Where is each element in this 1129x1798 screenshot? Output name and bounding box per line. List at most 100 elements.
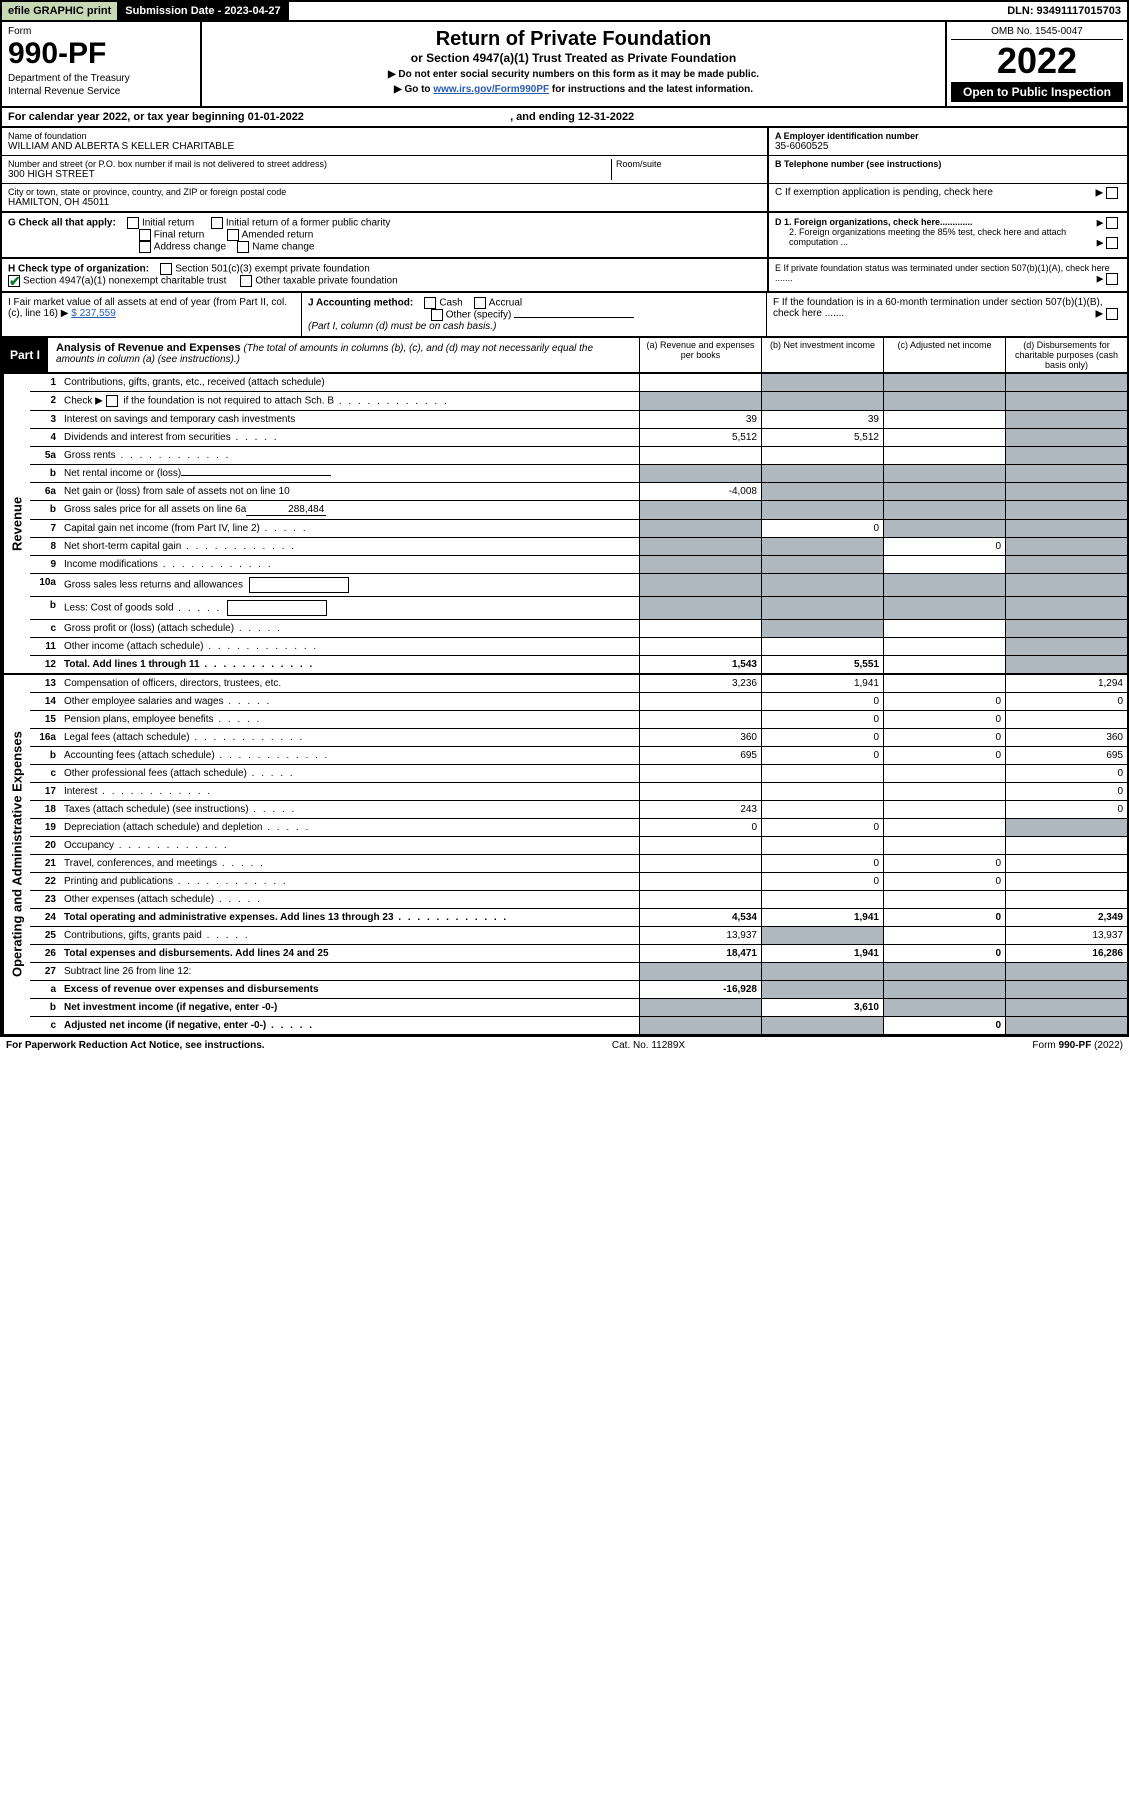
city-value: HAMILTON, OH 45011 — [8, 197, 761, 208]
line-3: Interest on savings and temporary cash i… — [60, 411, 639, 428]
line-23: Other expenses (attach schedule) — [60, 891, 639, 908]
exemption-pending-label: C If exemption application is pending, c… — [775, 187, 993, 198]
f-label: F If the foundation is in a 60-month ter… — [773, 297, 1103, 319]
dln: DLN: 93491117015703 — [1001, 2, 1127, 20]
expenses-grid: Operating and Administrative Expenses 13… — [0, 675, 1129, 1036]
open-to-public: Open to Public Inspection — [951, 82, 1123, 102]
line-19: Depreciation (attach schedule) and deple… — [60, 819, 639, 836]
initial-return-checkbox[interactable] — [127, 217, 139, 229]
calendar-year-row: For calendar year 2022, or tax year begi… — [0, 108, 1129, 128]
identity-block: Name of foundation WILLIAM AND ALBERTA S… — [0, 128, 1129, 213]
col-d-header: (d) Disbursements for charitable purpose… — [1005, 338, 1127, 372]
col-c-header: (c) Adjusted net income — [883, 338, 1005, 372]
other-method-checkbox[interactable] — [431, 309, 443, 321]
line-10a: Gross sales less returns and allowances — [60, 574, 639, 596]
address-change-checkbox[interactable] — [139, 241, 151, 253]
line-1: Contributions, gifts, grants, etc., rece… — [60, 374, 639, 391]
submission-date-label: Submission Date - 2023-04-27 — [119, 2, 288, 20]
address-value: 300 HIGH STREET — [8, 169, 611, 180]
line-26: Total expenses and disbursements. Add li… — [60, 945, 639, 962]
line-16a: Legal fees (attach schedule) — [60, 729, 639, 746]
4947a1-checkbox[interactable] — [8, 275, 20, 287]
omb-number: OMB No. 1545-0047 — [951, 26, 1123, 40]
telephone-label: B Telephone number (see instructions) — [775, 159, 1121, 169]
topbar: efile GRAPHIC print Submission Date - 20… — [0, 0, 1129, 22]
line-5b: Net rental income or (loss) — [60, 465, 639, 482]
g-label: G Check all that apply: — [8, 218, 116, 229]
e-label: E If private foundation status was termi… — [775, 263, 1110, 283]
schb-checkbox[interactable] — [106, 395, 118, 407]
i-label: I Fair market value of all assets at end… — [8, 297, 287, 319]
fmv-value-link[interactable]: $ 237,559 — [71, 308, 116, 319]
line-10c: Gross profit or (loss) (attach schedule) — [60, 620, 639, 637]
line-16b: Accounting fees (attach schedule) — [60, 747, 639, 764]
irs-label: Internal Revenue Service — [8, 86, 194, 97]
other-taxable-checkbox[interactable] — [240, 275, 252, 287]
line-4: Dividends and interest from securities — [60, 429, 639, 446]
final-return-checkbox[interactable] — [139, 229, 151, 241]
room-suite-label: Room/suite — [611, 159, 761, 180]
501c3-checkbox[interactable] — [160, 263, 172, 275]
revenue-section-label: Revenue — [2, 374, 30, 673]
part1-title: Analysis of Revenue and Expenses — [56, 342, 241, 354]
d2-label: 2. Foreign organizations meeting the 85%… — [789, 227, 1066, 247]
g-d-block: G Check all that apply: Initial return I… — [0, 213, 1129, 259]
line-5a: Gross rents — [60, 447, 639, 464]
revenue-grid: Revenue 1Contributions, gifts, grants, e… — [0, 374, 1129, 675]
line-18: Taxes (attach schedule) (see instruction… — [60, 801, 639, 818]
tax-year: 2022 — [951, 40, 1123, 82]
line-17: Interest — [60, 783, 639, 800]
part1-header: Part I Analysis of Revenue and Expenses … — [0, 338, 1129, 374]
e-checkbox[interactable] — [1106, 273, 1118, 285]
h-e-block: H Check type of organization: Section 50… — [0, 259, 1129, 293]
form-ref: Form 990-PF (2022) — [1032, 1040, 1123, 1051]
form-subtitle: or Section 4947(a)(1) Trust Treated as P… — [208, 51, 939, 65]
page-footer: For Paperwork Reduction Act Notice, see … — [0, 1036, 1129, 1054]
i-j-f-row: I Fair market value of all assets at end… — [0, 293, 1129, 338]
ein-value: 35-6060525 — [775, 141, 1121, 152]
city-label: City or town, state or province, country… — [8, 187, 761, 197]
j-label: J Accounting method: — [308, 298, 413, 309]
col-a-header: (a) Revenue and expenses per books — [639, 338, 761, 372]
line-27a: Excess of revenue over expenses and disb… — [60, 981, 639, 998]
initial-return-former-checkbox[interactable] — [211, 217, 223, 229]
h-label: H Check type of organization: — [8, 264, 149, 275]
line-27b: Net investment income (if negative, ente… — [60, 999, 639, 1016]
irs-link[interactable]: www.irs.gov/Form990PF — [433, 84, 549, 95]
col-b-header: (b) Net investment income — [761, 338, 883, 372]
exemption-pending-checkbox[interactable] — [1106, 187, 1118, 199]
address-label: Number and street (or P.O. box number if… — [8, 159, 611, 169]
line-24: Total operating and administrative expen… — [60, 909, 639, 926]
foundation-name: WILLIAM AND ALBERTA S KELLER CHARITABLE — [8, 141, 761, 152]
j-note: (Part I, column (d) must be on cash basi… — [308, 321, 496, 332]
amended-return-checkbox[interactable] — [227, 229, 239, 241]
d2-checkbox[interactable] — [1106, 237, 1118, 249]
form-label: Form — [8, 26, 194, 37]
expenses-section-label: Operating and Administrative Expenses — [2, 675, 30, 1034]
efile-print-button[interactable]: efile GRAPHIC print — [2, 2, 119, 20]
line-10b: Less: Cost of goods sold — [60, 597, 639, 619]
name-change-checkbox[interactable] — [237, 241, 249, 253]
line-25: Contributions, gifts, grants paid — [60, 927, 639, 944]
line-9: Income modifications — [60, 556, 639, 573]
dept-treasury: Department of the Treasury — [8, 73, 194, 84]
d1-checkbox[interactable] — [1106, 217, 1118, 229]
form-header: Form 990-PF Department of the Treasury I… — [0, 22, 1129, 108]
line-11: Other income (attach schedule) — [60, 638, 639, 655]
line-2: Check ▶ if the foundation is not require… — [60, 392, 639, 410]
cat-no: Cat. No. 11289X — [612, 1040, 685, 1051]
line-13: Compensation of officers, directors, tru… — [60, 675, 639, 692]
part1-tag: Part I — [2, 338, 48, 372]
line-16c: Other professional fees (attach schedule… — [60, 765, 639, 782]
line-6a: Net gain or (loss) from sale of assets n… — [60, 483, 639, 500]
accrual-checkbox[interactable] — [474, 297, 486, 309]
line-22: Printing and publications — [60, 873, 639, 890]
cash-checkbox[interactable] — [424, 297, 436, 309]
paperwork-notice: For Paperwork Reduction Act Notice, see … — [6, 1040, 265, 1051]
line-14: Other employee salaries and wages — [60, 693, 639, 710]
line-8: Net short-term capital gain — [60, 538, 639, 555]
line-15: Pension plans, employee benefits — [60, 711, 639, 728]
f-checkbox[interactable] — [1106, 308, 1118, 320]
line-27: Subtract line 26 from line 12: — [60, 963, 639, 980]
form-title: Return of Private Foundation — [208, 28, 939, 51]
